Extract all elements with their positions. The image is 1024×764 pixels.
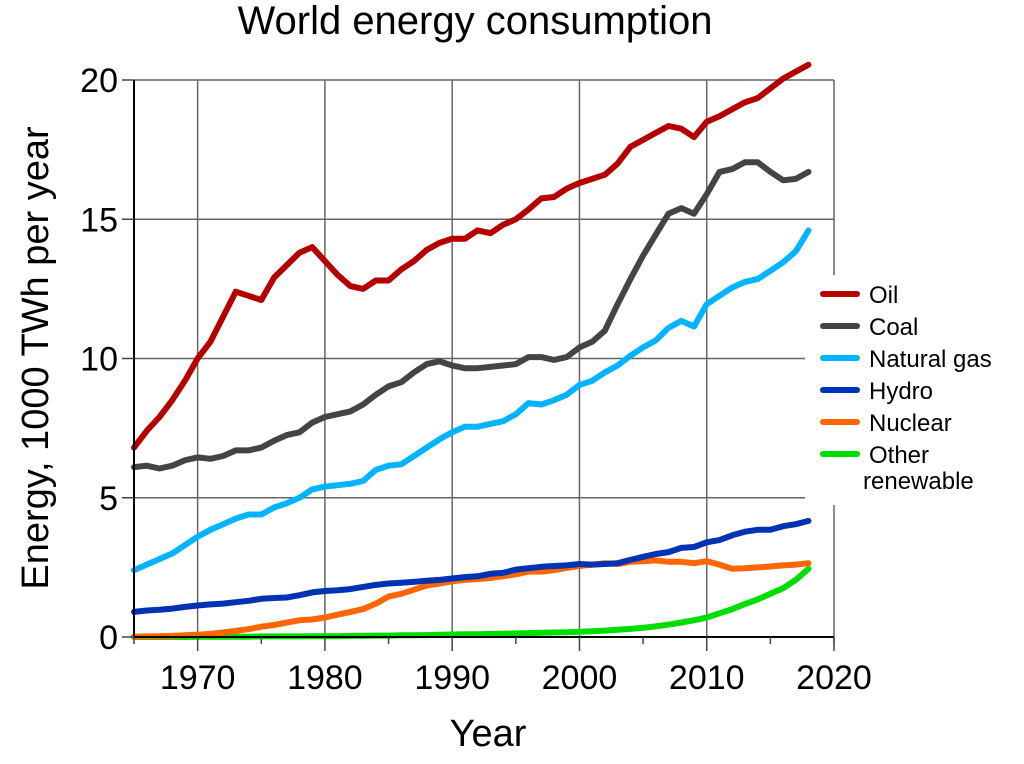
y-tick-label: 10 [80, 341, 118, 379]
x-tick-label: 2000 [542, 659, 618, 697]
x-axis-label: Year [450, 713, 527, 755]
legend-label-coal: Coal [869, 314, 918, 341]
legend-label-other-renewable: Other [869, 442, 929, 469]
series-line-oil [131, 61, 812, 451]
legend-label-natural-gas: Natural gas [869, 346, 992, 373]
series-line-natural-gas [131, 227, 812, 574]
y-tick-label: 15 [80, 201, 118, 239]
x-tick-label: 1980 [287, 659, 363, 697]
y-tick-label: 0 [99, 619, 118, 657]
legend-label-nuclear: Nuclear [869, 410, 952, 437]
x-tick-label: 1970 [160, 659, 236, 697]
x-tick-label: 2010 [669, 659, 745, 697]
legend-label-other-renewable: renewable [863, 468, 974, 495]
series-line-hydro [131, 517, 812, 615]
legend-label-hydro: Hydro [869, 378, 933, 405]
legend-label-oil: Oil [869, 282, 898, 309]
chart-title: World energy consumption [237, 0, 712, 43]
y-tick-label: 5 [99, 480, 118, 518]
y-tick-label: 20 [80, 62, 118, 100]
series-line-coal [131, 159, 812, 472]
axes: 0 5 10 15 20 1970 1980 1990 2000 2010 2020 [80, 62, 872, 697]
legend: Oil Coal Natural gas Hydro Nuclear Otherrenew… [820, 282, 992, 495]
y-axis-label: Energy, 1000 TWh per year [15, 126, 57, 590]
x-tick-label: 1990 [414, 659, 490, 697]
grid [134, 79, 835, 645]
x-tick-label: 2020 [796, 659, 872, 697]
